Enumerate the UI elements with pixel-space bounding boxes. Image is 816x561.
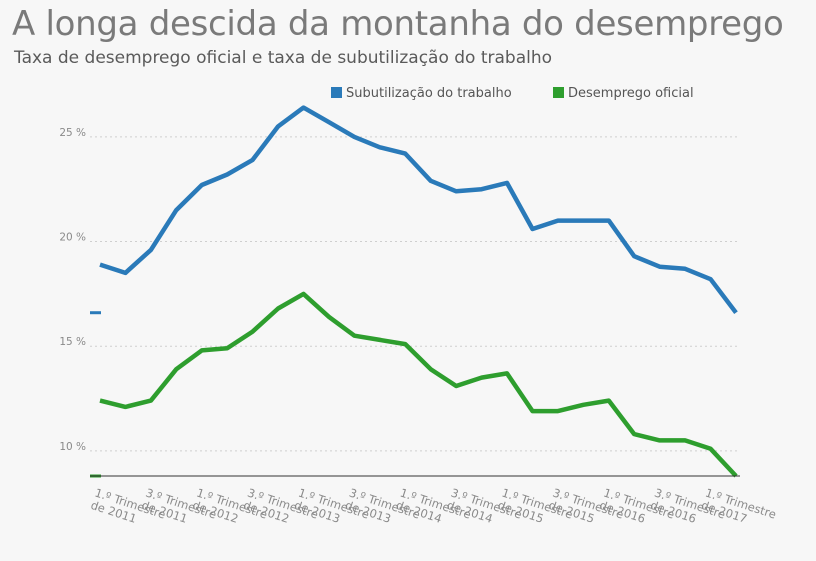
chart-subtitle: Taxa de desemprego oficial e taxa de sub… (14, 48, 553, 68)
legend-swatch-0 (331, 87, 342, 98)
y-axis: 10 % 15 % 20 % 25 % (59, 127, 86, 453)
y-tick-label: 25 % (59, 127, 86, 139)
legend-swatch-1 (553, 87, 564, 98)
legend-label-1: Desemprego oficial (568, 86, 694, 101)
series-lines (99, 105, 738, 478)
y-tick-label: 10 % (59, 441, 86, 453)
last-value-markers (90, 311, 101, 478)
y-tick-label: 15 % (59, 336, 86, 348)
legend-label-0: Subutilização do trabalho (346, 86, 512, 101)
x-tick-label: 1.º Trimestrede 2017 (700, 486, 778, 534)
y-tick-label: 20 % (59, 232, 86, 244)
series-line-0 (99, 105, 738, 315)
x-axis: 1.º Trimestrede 2011 3.º Trimestrede 2011… (89, 475, 778, 534)
chart-title: A longa descida da montanha do desempreg… (12, 4, 784, 44)
series-line-1 (99, 291, 738, 478)
gridlines (90, 136, 740, 452)
legend: Subutilização do trabalho Desemprego ofic… (331, 86, 694, 101)
